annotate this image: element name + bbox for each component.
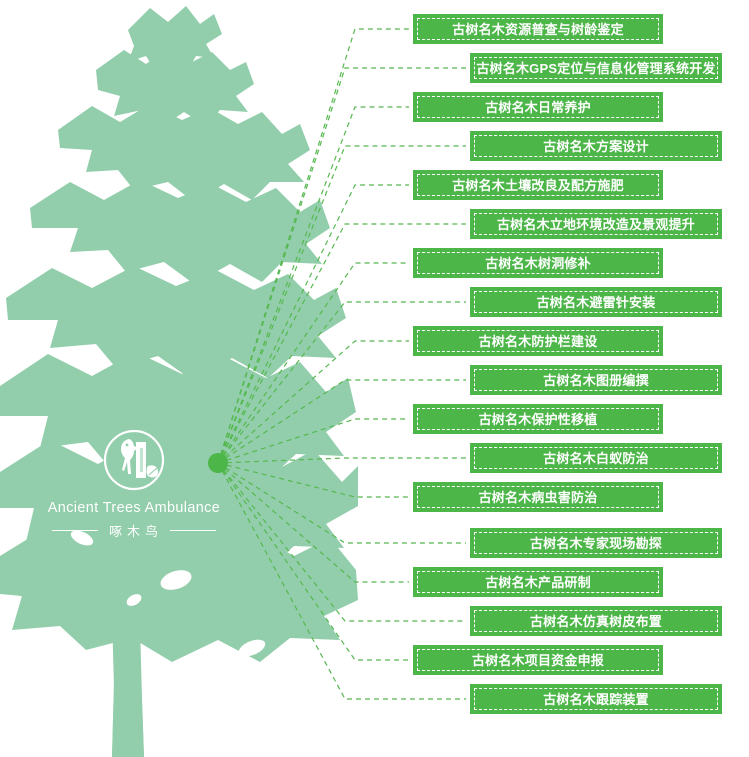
logo-name-cn: 啄木鸟	[108, 524, 163, 539]
connector-line-17	[217, 462, 409, 661]
service-node-8[interactable]: 古树名木避雷针安装	[470, 287, 722, 317]
woodpecker-logo-icon	[103, 429, 165, 491]
service-node-label: 古树名木保护性移植	[478, 411, 598, 427]
service-node-label: 古树名木跟踪装置	[543, 691, 649, 707]
service-node-5[interactable]: 古树名木土壤改良及配方施肥	[413, 170, 663, 200]
logo-name-en: Ancient Trees Ambulance	[47, 500, 221, 516]
connector-line-5	[217, 184, 409, 464]
service-node-label: 古树名木立地环境改造及景观提升	[496, 216, 695, 232]
logo: Ancient Trees Ambulance 啄木鸟	[28, 422, 240, 540]
service-node-10[interactable]: 古树名木图册编撰	[470, 365, 722, 395]
logo-rule-right	[170, 530, 216, 531]
service-node-label: 古树名木树洞修补	[485, 255, 591, 271]
connector-line-2	[217, 67, 466, 464]
service-node-label: 古树名木日常养护	[485, 99, 591, 115]
service-node-17[interactable]: 古树名木项目资金申报	[413, 645, 663, 675]
service-node-3[interactable]: 古树名木日常养护	[413, 92, 663, 122]
service-node-14[interactable]: 古树名木专家现场勘探	[470, 528, 722, 558]
service-node-2[interactable]: 古树名木GPS定位与信息化管理系统开发	[470, 53, 722, 83]
service-node-6[interactable]: 古树名木立地环境改造及景观提升	[470, 209, 722, 239]
service-node-4[interactable]: 古树名木方案设计	[470, 131, 722, 161]
connector-line-6	[217, 223, 466, 464]
service-node-16[interactable]: 古树名木仿真树皮布置	[470, 606, 722, 636]
service-node-7[interactable]: 古树名木树洞修补	[413, 248, 663, 278]
service-node-label: 古树名木资源普查与树龄鉴定	[452, 21, 624, 37]
service-node-label: 古树名木病虫害防治	[478, 489, 598, 505]
service-node-label: 古树名木仿真树皮布置	[529, 613, 662, 629]
service-node-label: 古树名木防护栏建设	[478, 333, 598, 349]
connector-line-9	[217, 340, 409, 464]
service-node-9[interactable]: 古树名木防护栏建设	[413, 326, 663, 356]
logo-subtitle-row: 啄木鸟	[28, 521, 240, 540]
service-node-label: 古树名木GPS定位与信息化管理系统开发	[476, 60, 716, 76]
service-node-12[interactable]: 古树名木白蚁防治	[470, 443, 722, 473]
connector-line-12	[217, 457, 466, 464]
hub-node[interactable]	[208, 453, 228, 473]
connector-line-1	[217, 28, 409, 464]
service-node-label: 古树名木专家现场勘探	[529, 535, 662, 551]
service-node-label: 古树名木产品研制	[485, 574, 591, 590]
connector-line-15	[217, 462, 409, 583]
service-node-label: 古树名木项目资金申报	[471, 652, 604, 668]
service-node-label: 古树名木避雷针安装	[536, 294, 656, 310]
connector-line-3	[217, 106, 409, 464]
service-node-15[interactable]: 古树名木产品研制	[413, 567, 663, 597]
connector-line-13	[217, 462, 409, 498]
connector-line-16	[217, 462, 466, 622]
logo-rule-left	[51, 530, 98, 531]
service-node-label: 古树名木方案设计	[543, 138, 649, 154]
service-node-11[interactable]: 古树名木保护性移植	[413, 404, 663, 434]
service-node-label: 古树名木图册编撰	[543, 372, 649, 388]
service-node-13[interactable]: 古树名木病虫害防治	[413, 482, 663, 512]
service-node-label: 古树名木白蚁防治	[543, 450, 649, 466]
connector-line-11	[217, 418, 409, 464]
service-node-18[interactable]: 古树名木跟踪装置	[470, 684, 722, 714]
service-node-1[interactable]: 古树名木资源普查与树龄鉴定	[413, 14, 663, 44]
connector-line-7	[217, 262, 409, 464]
service-node-label: 古树名木土壤改良及配方施肥	[452, 177, 624, 193]
